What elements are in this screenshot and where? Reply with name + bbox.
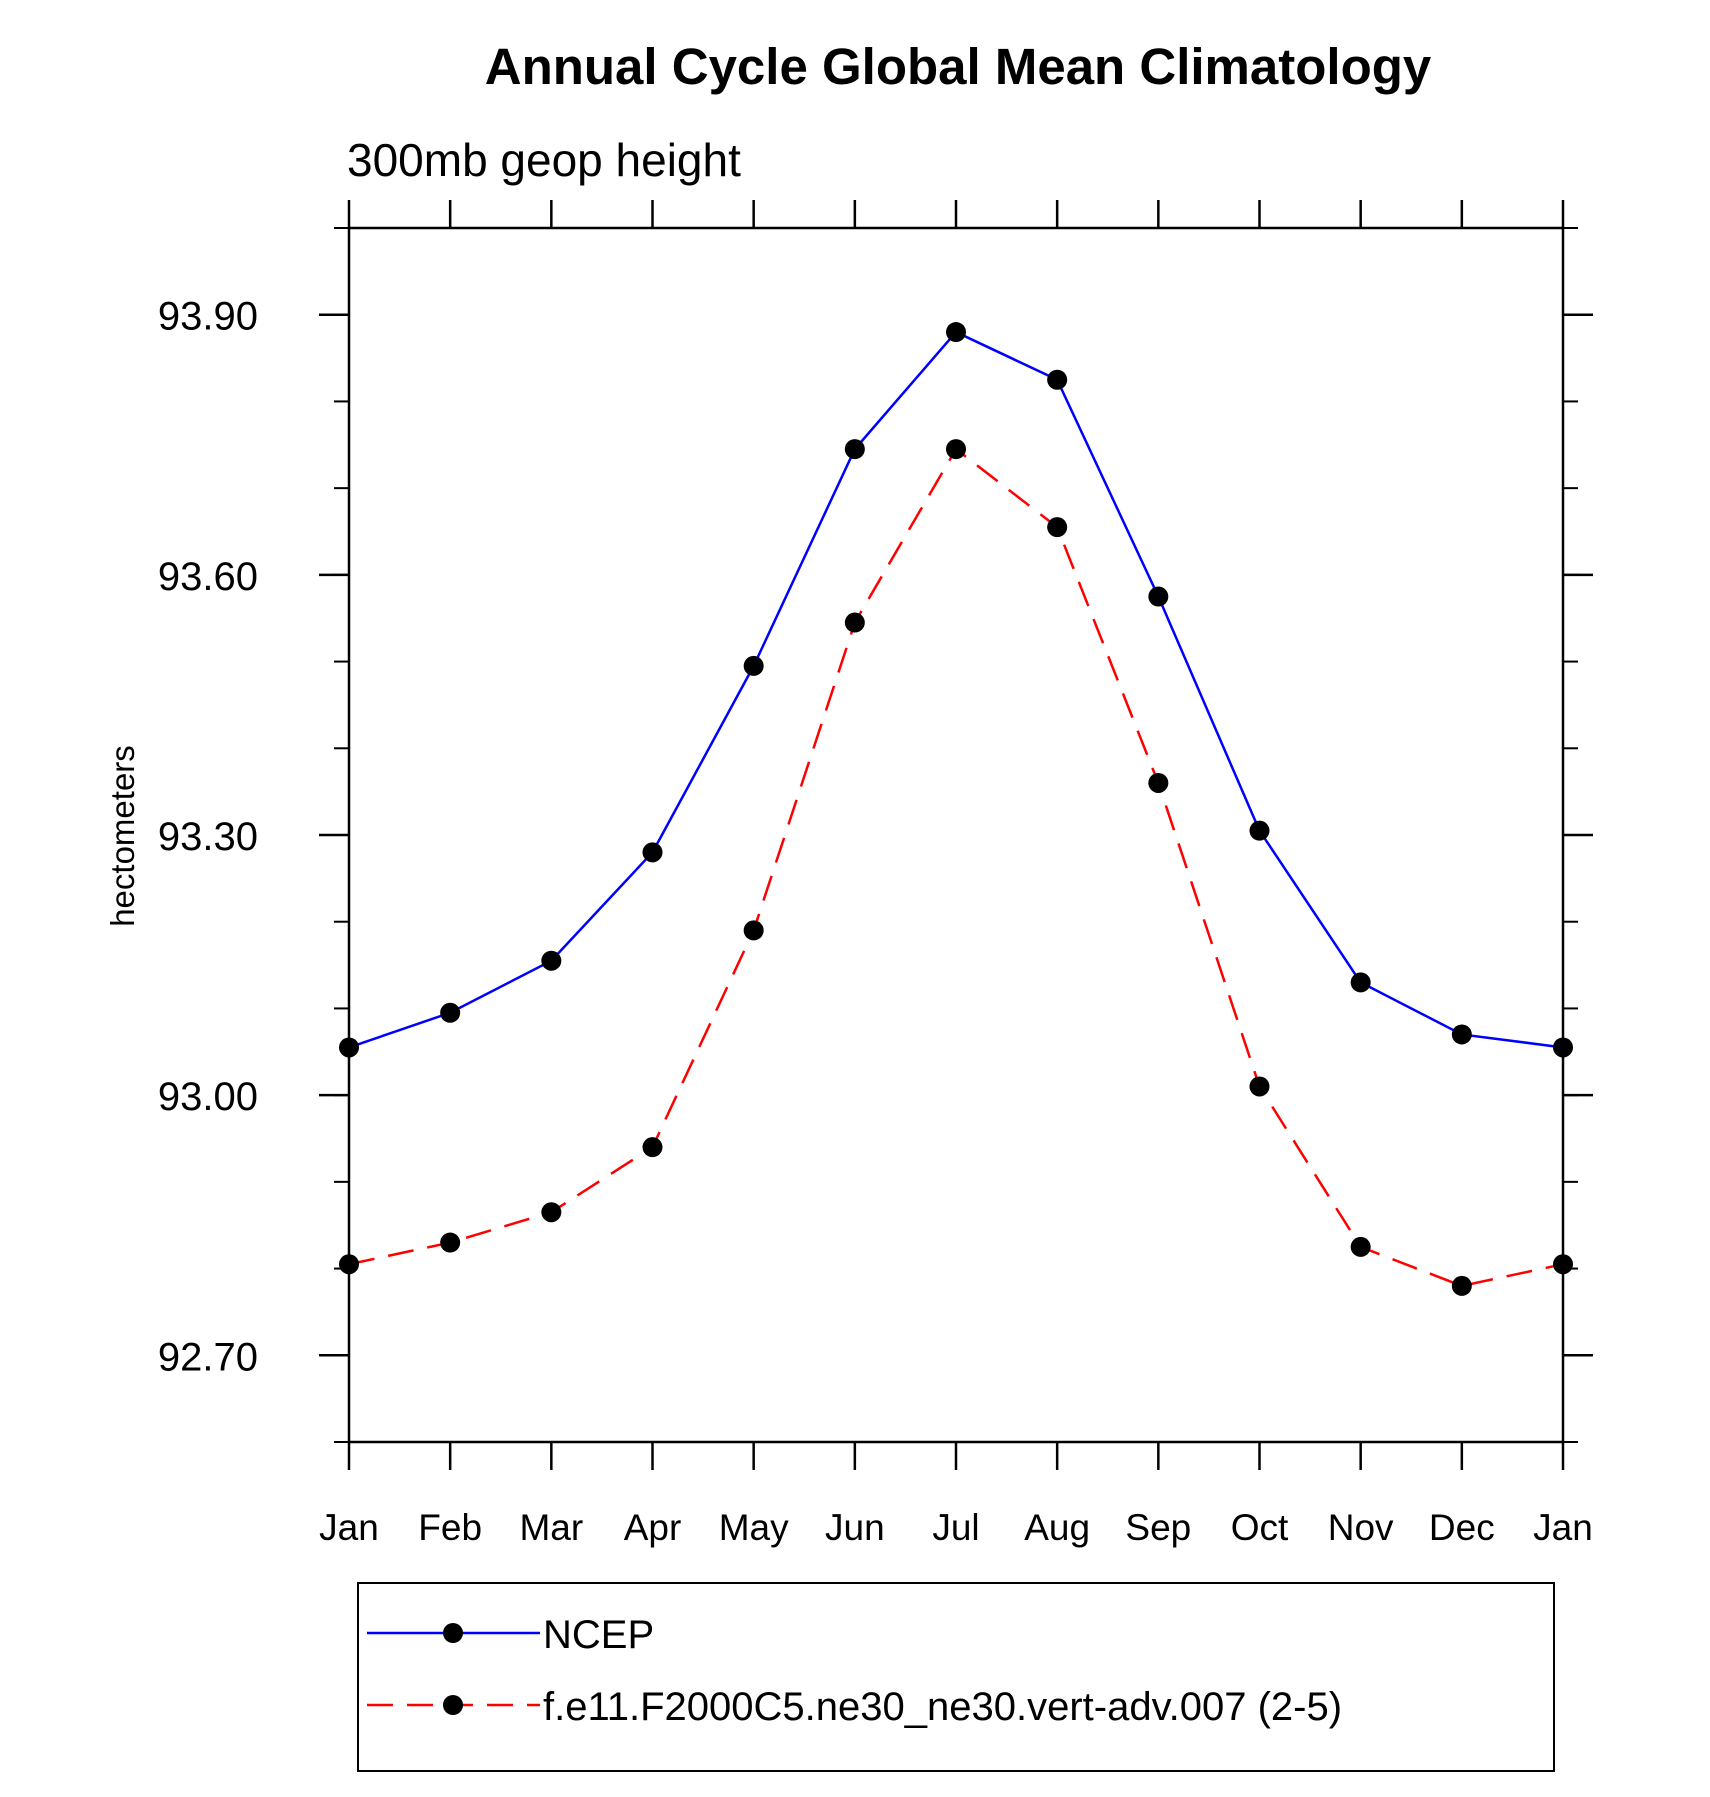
legend-marker-2 <box>443 1695 463 1715</box>
x-tick-label: Dec <box>1429 1507 1495 1548</box>
data-point <box>642 842 663 863</box>
legend-label-2: f.e11.F2000C5.ne30_ne30.vert-adv.007 (2-… <box>543 1685 1342 1729</box>
data-point <box>1047 369 1068 390</box>
x-tick-label: Nov <box>1328 1507 1394 1548</box>
y-tick-label: 92.70 <box>158 1335 258 1379</box>
chart-title: Annual Cycle Global Mean Climatology <box>485 38 1432 95</box>
y-tick-label: 93.60 <box>158 555 258 599</box>
y-tick-label: 93.90 <box>158 295 258 339</box>
data-point <box>541 950 562 971</box>
data-point <box>1451 1024 1472 1045</box>
x-tick-label: Jul <box>932 1507 979 1548</box>
y-axis-label: hectometers <box>104 745 141 927</box>
x-tick-label: Oct <box>1231 1507 1289 1548</box>
data-point <box>1249 1076 1270 1097</box>
data-point <box>1350 1236 1371 1257</box>
data-point <box>743 920 764 941</box>
x-tick-label: Apr <box>624 1507 682 1548</box>
data-point <box>1451 1275 1472 1296</box>
data-point <box>440 1002 461 1023</box>
x-tick-label: Aug <box>1024 1507 1090 1548</box>
x-tick-label: Mar <box>519 1507 583 1548</box>
y-tick-label: 93.00 <box>158 1075 258 1119</box>
plot-frame <box>347 226 1565 1444</box>
data-point <box>743 655 764 676</box>
axis-ticks <box>319 200 1593 1470</box>
data-point <box>1148 586 1169 607</box>
y-tick-label: 93.30 <box>158 815 258 859</box>
data-point <box>844 612 865 633</box>
chart-subtitle: 300mb geop height <box>347 134 741 186</box>
data-point <box>1350 972 1371 993</box>
data-point <box>946 322 966 343</box>
x-tick-label: Jun <box>825 1507 885 1548</box>
legend-items: NCEP f.e11.F2000C5.ne30_ne30.vert-adv.007… <box>367 1613 1342 1729</box>
x-tick-label: Jan <box>1533 1507 1593 1548</box>
data-point <box>844 439 865 460</box>
legend-box <box>357 1582 1555 1772</box>
legend: NCEP f.e11.F2000C5.ne30_ne30.vert-adv.007… <box>357 1582 1555 1772</box>
data-point <box>1249 820 1270 841</box>
y-tick-labels: 92.70 93.00 93.30 93.60 93.90 <box>158 295 258 1380</box>
x-tick-label: Sep <box>1125 1507 1191 1548</box>
series-line-2 <box>348 447 1564 1288</box>
legend-label-1: NCEP <box>543 1613 654 1657</box>
x-tick-labels: Jan Feb Mar Apr May Jun Jul Aug Sep Oct Nov Dec Jan <box>319 1507 1593 1548</box>
data-point <box>440 1232 461 1253</box>
legend-marker-1 <box>443 1623 463 1643</box>
data-point <box>1148 772 1169 793</box>
data-point <box>1047 517 1068 538</box>
x-tick-label: Jan <box>319 1507 379 1548</box>
x-tick-label: May <box>719 1507 789 1548</box>
data-point <box>541 1202 562 1223</box>
data-point <box>642 1137 663 1158</box>
series-markers <box>339 322 1573 1296</box>
series-lines <box>348 330 1564 1288</box>
data-point <box>946 439 966 460</box>
x-tick-label: Feb <box>418 1507 482 1548</box>
